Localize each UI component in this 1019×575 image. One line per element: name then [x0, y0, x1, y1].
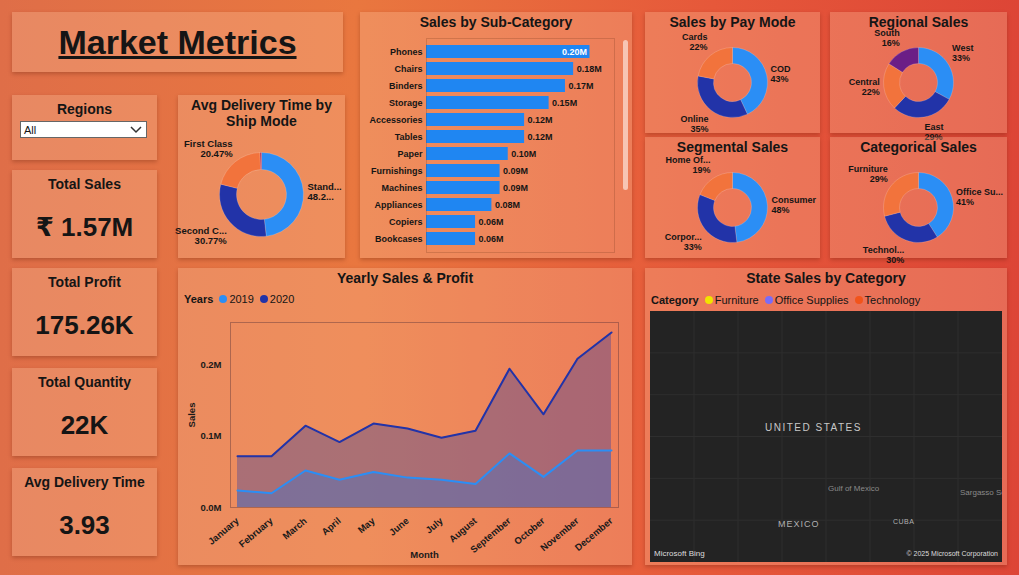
svg-text:Bookcases: Bookcases [375, 234, 423, 244]
svg-text:May: May [356, 515, 378, 536]
svg-text:November: November [538, 515, 581, 554]
html-text:29%: 29% [924, 132, 943, 142]
svg-text:© 2025 Microsoft Corporation: © 2025 Microsoft Corporation [906, 550, 998, 558]
html-text:Total Profit: Total Profit [48, 274, 121, 290]
html-text:Regions: Regions [56, 101, 113, 117]
html-text:Categorical Sales: Categorical Sales [860, 139, 977, 155]
html-text:All: All [24, 124, 37, 136]
svg-text:MEXICO: MEXICO [778, 519, 820, 529]
svg-text:0.17M: 0.17M [568, 81, 593, 91]
svg-text:Storage: Storage [389, 98, 423, 108]
svg-text:Second C...30.77%: Second C...30.77% [175, 225, 227, 246]
html-text:Avg Delivery Time: Avg Delivery Time [24, 474, 145, 490]
html-text:Office Supplies: Office Supplies [774, 294, 849, 306]
svg-text:Sargasso Sea: Sargasso Sea [960, 488, 1002, 497]
svg-text:Home Of...19%: Home Of...19% [666, 155, 711, 175]
html-text:2019: 2019 [229, 293, 254, 305]
html-text:3.93: 3.93 [59, 510, 110, 540]
html-text:State Sales by Category: State Sales by Category [746, 270, 906, 286]
html-text:Yearly Sales & Profit: Yearly Sales & Profit [336, 270, 474, 286]
html-text:Regional Sales: Regional Sales [868, 14, 969, 30]
svg-text:Consumer48%: Consumer48% [771, 195, 816, 215]
svg-text:0.12M: 0.12M [528, 132, 553, 142]
svg-text:February: February [237, 515, 276, 550]
svg-text:Microsoft Bing: Microsoft Bing [654, 549, 705, 558]
svg-text:Online35%: Online35% [681, 114, 709, 134]
html-text:Years: Years [184, 293, 214, 305]
svg-text:COD43%: COD43% [771, 64, 792, 84]
svg-text:0.08M: 0.08M [495, 200, 520, 210]
svg-text:Paper: Paper [397, 149, 423, 159]
svg-text:0.09M: 0.09M [503, 183, 528, 193]
html-text:Technology: Technology [864, 294, 921, 306]
svg-text:August: August [446, 515, 479, 545]
svg-text:0.15M: 0.15M [552, 98, 577, 108]
svg-text:0.09M: 0.09M [503, 166, 528, 176]
svg-text:April: April [319, 515, 343, 537]
svg-text:Furnishings: Furnishings [371, 166, 423, 176]
svg-text:UNITED STATES: UNITED STATES [765, 422, 862, 433]
svg-text:0.0M: 0.0M [200, 502, 221, 513]
svg-text:December: December [572, 515, 614, 553]
svg-text:October: October [511, 515, 547, 547]
svg-text:Binders: Binders [389, 81, 423, 91]
html-text:2020: 2020 [269, 293, 295, 305]
html-text:Sales by Sub-Category: Sales by Sub-Category [419, 14, 573, 30]
svg-text:Gulf of Mexico: Gulf of Mexico [828, 484, 880, 493]
svg-text:July: July [423, 515, 445, 536]
svg-text:Cards22%: Cards22% [682, 32, 708, 52]
svg-text:September: September [468, 515, 513, 555]
html-text:Furniture: Furniture [714, 294, 759, 306]
svg-text:Accessories: Accessories [369, 115, 422, 125]
svg-text:0.10M: 0.10M [511, 149, 536, 159]
svg-text:First Class20.47%: First Class20.47% [184, 138, 233, 159]
html-text:Market Metrics: Market Metrics [58, 23, 297, 61]
svg-text:0.20M: 0.20M [562, 47, 587, 57]
svg-text:0.2M: 0.2M [200, 359, 221, 370]
svg-text:Sales: Sales [186, 403, 197, 428]
svg-text:Office Su...41%: Office Su...41% [956, 187, 1003, 207]
svg-text:Corpor...33%: Corpor...33% [665, 232, 702, 252]
svg-text:0.18M: 0.18M [577, 64, 602, 74]
html-text:Total Quantity: Total Quantity [38, 374, 131, 390]
html-text:Sales by Pay Mode: Sales by Pay Mode [669, 14, 796, 30]
html-text:Segmental Sales: Segmental Sales [676, 139, 789, 155]
html-text:East: East [924, 122, 944, 132]
svg-text:Copiers: Copiers [389, 217, 423, 227]
html-text:175.26K: 175.26K [35, 310, 134, 340]
html-text:₹ 1.57M: ₹ 1.57M [35, 212, 134, 242]
html-text:Avg Delivery Time by Ship Mode: Avg Delivery Time by Ship Mode [191, 97, 332, 129]
svg-text:June: June [387, 515, 411, 538]
svg-text:March: March [280, 515, 309, 542]
svg-text:Chairs: Chairs [394, 64, 422, 74]
svg-text:0.1M: 0.1M [200, 430, 221, 441]
svg-text:Phones: Phones [390, 47, 423, 57]
html-text:22K: 22K [60, 410, 109, 440]
svg-text:West33%: West33% [952, 43, 973, 63]
svg-text:0.06M: 0.06M [479, 234, 504, 244]
svg-text:Machines: Machines [381, 183, 422, 193]
html-text:Category: Category [651, 294, 699, 306]
svg-text:0.12M: 0.12M [528, 115, 553, 125]
svg-text:CUBA: CUBA [893, 518, 914, 525]
svg-text:Furniture29%: Furniture29% [848, 164, 888, 184]
svg-text:South16%: South16% [874, 28, 900, 48]
svg-text:Central22%: Central22% [849, 77, 880, 97]
svg-text:January: January [206, 515, 242, 547]
svg-text:Technol...30%: Technol...30% [863, 245, 904, 265]
svg-text:Appliances: Appliances [374, 200, 422, 210]
svg-text:Stand...48.2...: Stand...48.2... [307, 181, 341, 202]
html-text:Total Sales: Total Sales [48, 176, 121, 192]
svg-text:0.06M: 0.06M [479, 217, 504, 227]
svg-text:Tables: Tables [395, 132, 423, 142]
svg-text:Month: Month [410, 549, 439, 560]
